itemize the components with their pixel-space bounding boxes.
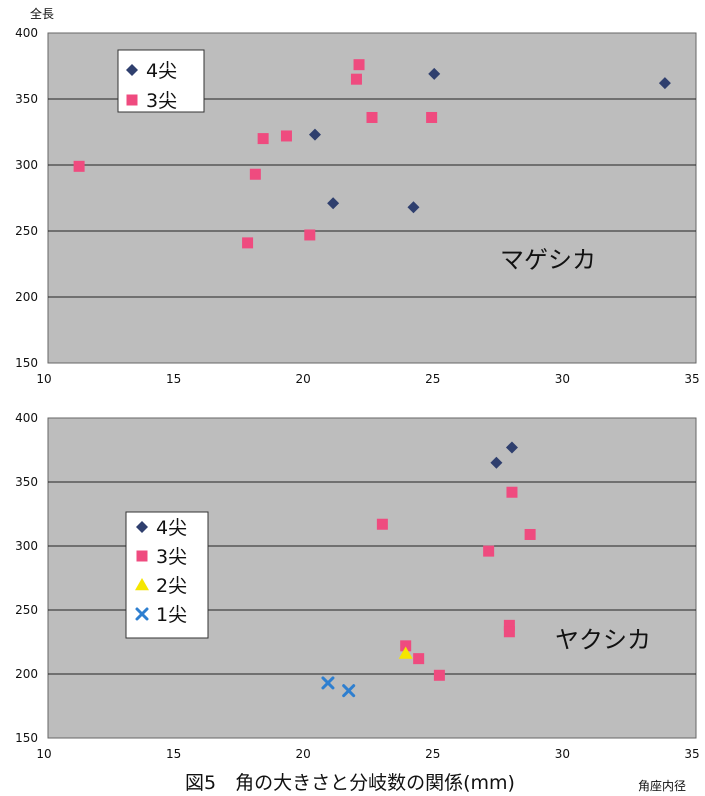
x-tick-label: 35 [684,747,699,761]
data-point [428,67,441,80]
legend-marker [126,64,138,76]
x-tick-label: 10 [36,372,51,386]
data-point [506,486,518,498]
x-tick-label: 35 [684,372,699,386]
data-point [304,229,316,241]
data-point [366,111,378,123]
data-point [503,619,515,631]
data-point [483,545,495,557]
y-tick-label: 300 [15,539,38,553]
data-point [342,684,356,698]
annotation-yakusika: ヤクシカ [555,626,651,654]
data-point [407,201,420,214]
data-point [327,197,340,210]
y-tick-label: 300 [15,158,38,172]
legend-marker [136,550,148,562]
data-point [376,518,388,530]
data-point [249,168,261,180]
legend-marker [136,521,148,533]
x-tick-label: 25 [425,372,440,386]
legend: 4尖 3尖 2尖 1尖 [125,511,209,639]
data-point [242,237,254,249]
y-tick-label: 150 [15,356,38,370]
data-point [524,528,536,540]
x-tick-label: 15 [166,372,181,386]
legend-marker [126,94,138,106]
x-tick-label: 25 [425,747,440,761]
x-tick-label: 30 [555,747,570,761]
x-tick-label: 10 [36,747,51,761]
y-tick-labels: 150 200 250 300 350 400 [15,26,38,370]
x-tick-label: 20 [296,747,311,761]
y-tick-label: 400 [15,411,38,425]
legend-label: 3尖 [146,90,177,112]
y-axis-label: 全長 [30,6,54,21]
y-tick-label: 400 [15,26,38,40]
x-tick-label: 30 [555,372,570,386]
data-point [413,653,425,665]
x-axis-label: 角座内径 [638,778,686,793]
legend-marker [135,607,149,621]
data-point [353,59,365,71]
data-point [280,130,292,142]
legend-items: 4尖 3尖 2尖 1尖 [135,517,187,626]
data-point [321,676,335,690]
legend-label: 1尖 [156,604,187,626]
x-tick-labels: 10 15 20 25 30 35 [36,372,699,386]
y-tick-labels: 150 200 250 300 350 400 [15,411,38,745]
gridlines [48,98,696,298]
data-point [433,669,445,681]
legend-marker [135,578,149,591]
data-point [73,160,85,172]
data-point [308,128,321,141]
figure-caption: 図5 角の大きさと分岐数の関係(mm) [185,772,515,794]
x-tick-label: 20 [296,372,311,386]
data-points [73,59,671,249]
data-point [400,640,412,652]
x-tick-labels: 10 15 20 25 30 35 [36,747,699,761]
data-point [503,626,515,638]
data-points [321,441,536,698]
data-point [398,646,413,659]
x-tick-label: 15 [166,747,181,761]
y-tick-label: 250 [15,224,38,238]
data-point [490,456,503,469]
data-point [257,133,269,145]
legend-label: 4尖 [146,60,177,82]
y-tick-label: 200 [15,290,38,304]
data-point [350,73,362,85]
y-tick-label: 200 [15,667,38,681]
y-tick-label: 150 [15,731,38,745]
legend-label: 3尖 [156,546,187,568]
legend-label: 2尖 [156,575,187,597]
data-point [505,441,518,454]
data-point [426,111,438,123]
y-tick-label: 350 [15,92,38,106]
legend-label: 4尖 [156,517,187,539]
y-tick-label: 350 [15,475,38,489]
annotation-magesika: マゲシカ [500,246,596,274]
y-tick-label: 250 [15,603,38,617]
chart-yakusika: 150 200 250 300 350 400 10 15 20 25 30 35 ヤクシカ 4尖 3… [15,411,700,761]
data-point [658,77,671,90]
